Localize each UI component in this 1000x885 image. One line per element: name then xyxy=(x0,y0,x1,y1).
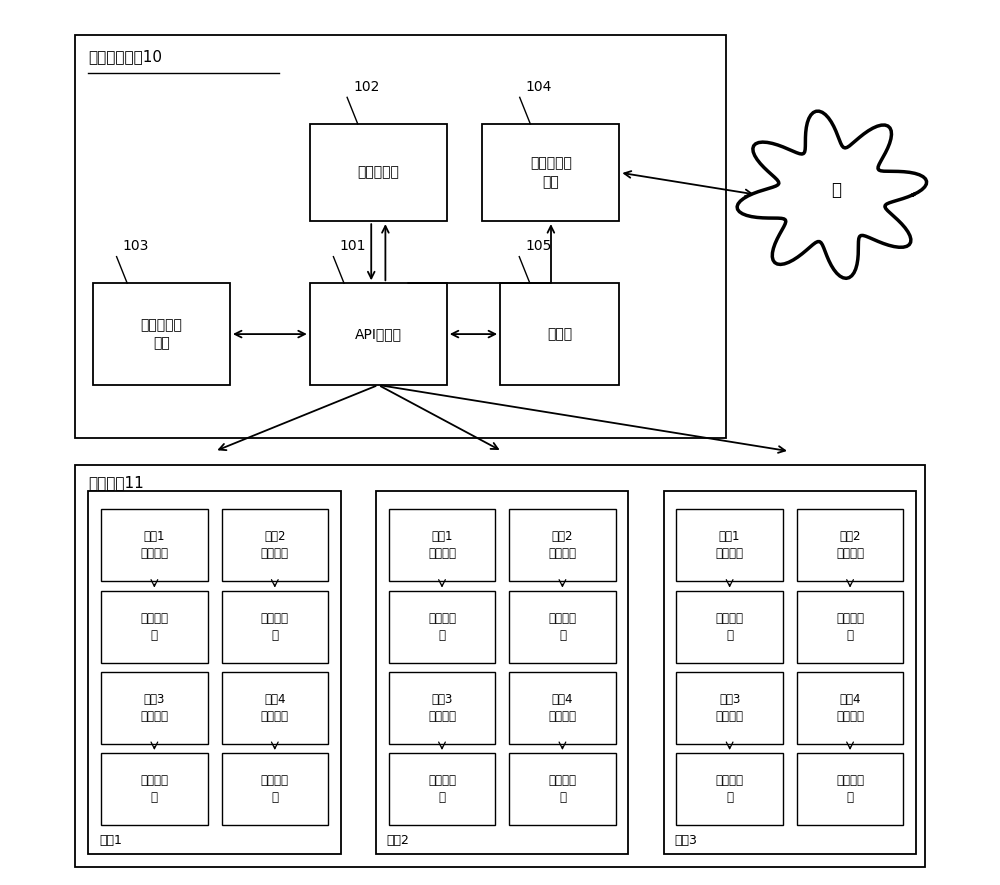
Text: 105: 105 xyxy=(525,239,552,253)
Text: 调度器: 调度器 xyxy=(547,327,572,341)
Text: 容器1
在线任务: 容器1 在线任务 xyxy=(716,530,744,560)
Text: 容器4
离线任务: 容器4 离线任务 xyxy=(548,693,576,723)
Text: 容器2
在线任务: 容器2 在线任务 xyxy=(261,530,289,560)
Text: 容器3
离线任务: 容器3 离线任务 xyxy=(428,693,456,723)
Text: 容器3
离线任务: 容器3 离线任务 xyxy=(140,693,168,723)
FancyBboxPatch shape xyxy=(676,590,783,663)
Text: 独立带宽
包: 独立带宽 包 xyxy=(716,612,744,642)
FancyBboxPatch shape xyxy=(509,510,616,581)
Text: 第二存储器: 第二存储器 xyxy=(357,165,399,180)
Text: 容器2
在线任务: 容器2 在线任务 xyxy=(548,530,576,560)
Text: 容器4
离线任务: 容器4 离线任务 xyxy=(836,693,864,723)
Text: 102: 102 xyxy=(353,80,380,94)
FancyBboxPatch shape xyxy=(676,672,783,743)
Text: 节点3: 节点3 xyxy=(674,834,697,847)
Text: 云控制器管
理器: 云控制器管 理器 xyxy=(530,157,572,189)
Text: 容器3
离线任务: 容器3 离线任务 xyxy=(716,693,744,723)
FancyBboxPatch shape xyxy=(797,753,903,825)
FancyBboxPatch shape xyxy=(310,124,447,221)
Text: 容器1
在线任务: 容器1 在线任务 xyxy=(428,530,456,560)
FancyBboxPatch shape xyxy=(75,465,925,867)
FancyBboxPatch shape xyxy=(509,590,616,663)
FancyBboxPatch shape xyxy=(676,510,783,581)
FancyBboxPatch shape xyxy=(310,283,447,385)
Text: 运行管理控
制器: 运行管理控 制器 xyxy=(141,318,182,350)
Text: 独立带宽
包: 独立带宽 包 xyxy=(428,774,456,804)
Text: 节点集群11: 节点集群11 xyxy=(88,475,144,490)
FancyBboxPatch shape xyxy=(222,510,328,581)
Text: 容器2
在线任务: 容器2 在线任务 xyxy=(836,530,864,560)
FancyBboxPatch shape xyxy=(797,510,903,581)
Polygon shape xyxy=(737,112,927,279)
FancyBboxPatch shape xyxy=(101,510,208,581)
Text: 103: 103 xyxy=(123,239,149,253)
FancyBboxPatch shape xyxy=(797,590,903,663)
FancyBboxPatch shape xyxy=(93,283,230,385)
Text: 独立带宽
包: 独立带宽 包 xyxy=(548,774,576,804)
FancyBboxPatch shape xyxy=(389,590,495,663)
FancyBboxPatch shape xyxy=(509,753,616,825)
Text: 容器1
在线任务: 容器1 在线任务 xyxy=(140,530,168,560)
FancyBboxPatch shape xyxy=(797,672,903,743)
Text: 独立带宽
包: 独立带宽 包 xyxy=(261,774,289,804)
FancyBboxPatch shape xyxy=(509,672,616,743)
Text: 独立带宽
包: 独立带宽 包 xyxy=(836,612,864,642)
Text: 独立带宽
包: 独立带宽 包 xyxy=(716,774,744,804)
Text: 节点1: 节点1 xyxy=(99,834,122,847)
FancyBboxPatch shape xyxy=(222,753,328,825)
FancyBboxPatch shape xyxy=(101,590,208,663)
Text: 节点2: 节点2 xyxy=(387,834,410,847)
FancyBboxPatch shape xyxy=(389,753,495,825)
Text: 独立带宽
包: 独立带宽 包 xyxy=(140,774,168,804)
Text: 独立带宽
包: 独立带宽 包 xyxy=(836,774,864,804)
FancyBboxPatch shape xyxy=(75,35,726,438)
FancyBboxPatch shape xyxy=(222,672,328,743)
FancyBboxPatch shape xyxy=(101,672,208,743)
FancyBboxPatch shape xyxy=(482,124,619,221)
Text: 独立带宽
包: 独立带宽 包 xyxy=(548,612,576,642)
Text: 独立带宽
包: 独立带宽 包 xyxy=(428,612,456,642)
Text: 独立带宽
包: 独立带宽 包 xyxy=(140,612,168,642)
Text: 101: 101 xyxy=(340,239,366,253)
FancyBboxPatch shape xyxy=(101,753,208,825)
FancyBboxPatch shape xyxy=(389,510,495,581)
FancyBboxPatch shape xyxy=(500,283,619,385)
FancyBboxPatch shape xyxy=(376,491,628,854)
FancyBboxPatch shape xyxy=(389,672,495,743)
Text: API服务器: API服务器 xyxy=(355,327,402,341)
Text: 云: 云 xyxy=(831,181,841,199)
Text: 独立带宽
包: 独立带宽 包 xyxy=(261,612,289,642)
Text: 管理控制中心10: 管理控制中心10 xyxy=(88,49,162,64)
FancyBboxPatch shape xyxy=(664,491,916,854)
FancyBboxPatch shape xyxy=(222,590,328,663)
FancyBboxPatch shape xyxy=(676,753,783,825)
Text: 104: 104 xyxy=(526,80,552,94)
FancyBboxPatch shape xyxy=(88,491,341,854)
Text: 容器4
离线任务: 容器4 离线任务 xyxy=(261,693,289,723)
